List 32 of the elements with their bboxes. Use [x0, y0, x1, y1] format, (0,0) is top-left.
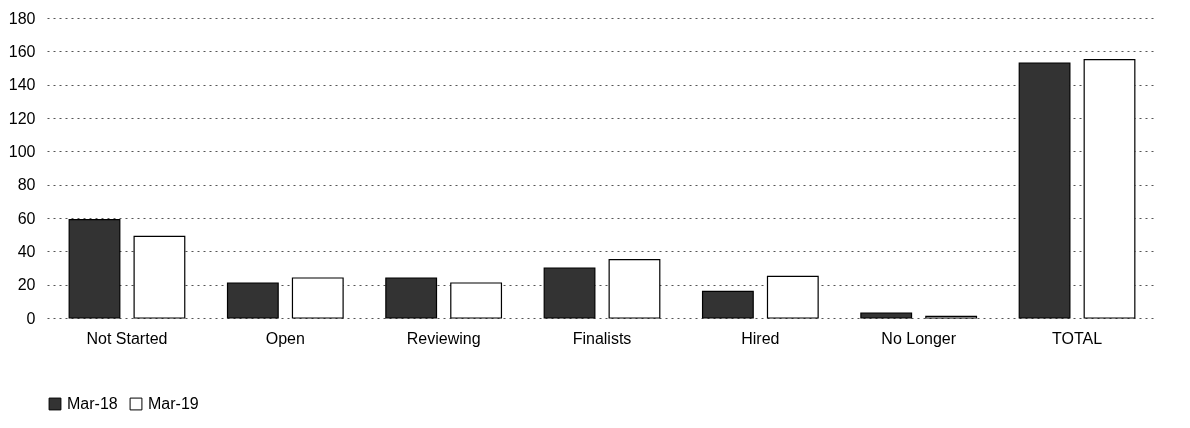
bar — [860, 312, 913, 319]
bar — [226, 282, 279, 319]
x-tick-label: Open — [265, 329, 305, 347]
y-tick-label: 160 — [8, 42, 36, 60]
bar — [1083, 59, 1136, 319]
bar — [450, 282, 503, 319]
x-tick-label: No Longer — [881, 329, 957, 347]
legend-label: Mar-19 — [148, 395, 199, 412]
y-tick-label: 140 — [8, 76, 36, 94]
x-tick-label: TOTAL — [1051, 329, 1103, 347]
bar — [133, 235, 186, 319]
y-tick-label: 20 — [17, 276, 36, 294]
bar — [291, 277, 344, 319]
x-tick-label: Finalists — [572, 329, 632, 347]
y-tick-label: 180 — [8, 9, 36, 27]
y-tick-label: 120 — [8, 109, 36, 127]
y-tick-label: 100 — [8, 142, 36, 160]
bar — [608, 259, 661, 319]
bar — [1018, 62, 1071, 319]
y-tick-label: 40 — [17, 242, 36, 260]
x-tick-label: Hired — [741, 329, 780, 347]
bar — [701, 290, 754, 319]
legend-label: Mar-18 — [67, 395, 118, 412]
bar — [543, 267, 596, 319]
y-tick-label: 60 — [17, 209, 36, 227]
y-tick-label: 80 — [17, 176, 36, 194]
x-tick-label: Not Started — [86, 329, 168, 347]
x-tick-label: Reviewing — [406, 329, 481, 347]
bar — [68, 219, 121, 319]
bar — [385, 277, 438, 319]
y-tick-label: 0 — [26, 309, 36, 327]
bar — [766, 275, 819, 319]
